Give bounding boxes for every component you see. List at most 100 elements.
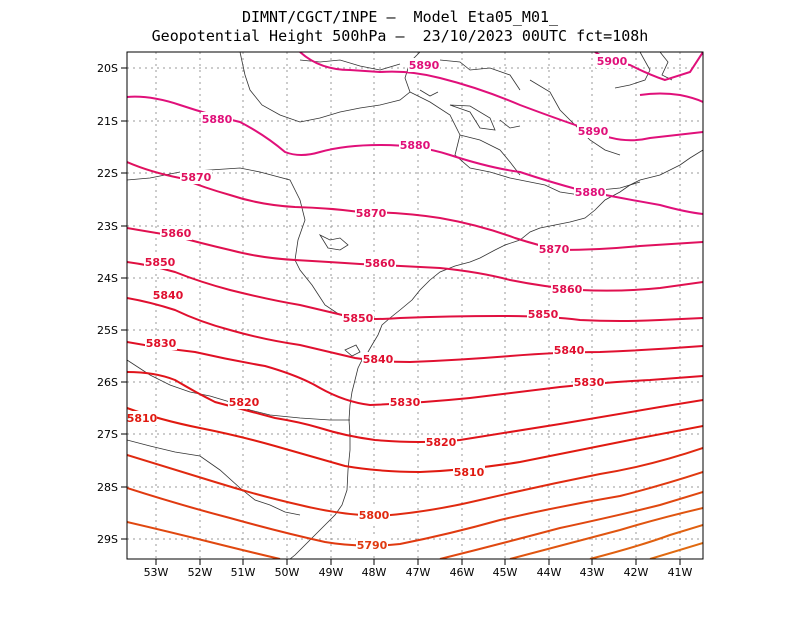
lon-label: 51W [231, 566, 256, 579]
contour-label-text: 5830 [390, 396, 421, 409]
lon-label: 52W [188, 566, 213, 579]
contour-label: 5810 [453, 465, 485, 479]
contour-label: 5900 [596, 54, 628, 68]
contour-label: 5840 [362, 352, 394, 366]
lon-label: 43W [580, 566, 605, 579]
contour-label: 5840 [152, 288, 184, 302]
map-title-line2: Geopotential Height 500hPa – 23/10/2023 … [151, 27, 649, 45]
lat-label: 20S [97, 62, 118, 75]
contour-label-text: 5880 [575, 186, 606, 199]
contour-label-text: 5880 [202, 113, 233, 126]
lat-label: 28S [97, 481, 118, 494]
contour-label-text: 5850 [528, 308, 559, 321]
contour-label-text: 5890 [578, 125, 609, 138]
map-title-line1: DIMNT/CGCT/INPE – Model Eta05_M01_ [241, 8, 559, 26]
contour-label-text: 5890 [409, 59, 440, 72]
contour-label: 5860 [551, 282, 583, 296]
contour-label: 5820 [425, 435, 457, 449]
lat-label: 27S [97, 428, 118, 441]
lon-label: 46W [450, 566, 475, 579]
contour-label-text: 5790 [357, 539, 388, 552]
contour-label: 5840 [553, 343, 585, 357]
lat-label: 26S [97, 376, 118, 389]
contour-label: 5810 [127, 411, 158, 425]
contour-label: 5870 [180, 170, 212, 184]
contour-label: 5850 [527, 307, 559, 321]
map-frame [126, 51, 704, 560]
contour-label: 5830 [573, 375, 605, 389]
lat-label: 24S [97, 272, 118, 285]
contour-5890b [639, 92, 703, 103]
contour-label-text: 5830 [574, 376, 605, 389]
contour-label: 5790 [356, 538, 388, 552]
contour-label-text: 5860 [365, 257, 396, 270]
contour-label: 5820 [228, 395, 260, 409]
longitude-labels: 53W 52W 51W 50W 49W 48W 47W 46W 45W 44W … [144, 566, 693, 579]
contour-labels: 5900 5890 5890 5880 5880 5880 5870 5870 … [127, 54, 628, 552]
contour-label-text: 5850 [343, 312, 374, 325]
graticule [127, 52, 703, 559]
contour-label-text: 5870 [356, 207, 387, 220]
lon-label: 48W [362, 566, 387, 579]
contour-label: 5880 [574, 185, 606, 199]
contour-label-text: 5810 [127, 412, 158, 425]
contour-5810 [127, 407, 703, 474]
contour-label: 5880 [201, 112, 233, 126]
contour-5830 [127, 341, 703, 407]
contour-label-text: 5850 [145, 256, 176, 269]
contour-label-text: 5840 [554, 344, 585, 357]
lon-label: 42W [624, 566, 649, 579]
contour-5770 [509, 507, 703, 559]
contour-5750 [649, 542, 703, 559]
contour-5820 [127, 371, 703, 443]
lon-label: 45W [493, 566, 518, 579]
lon-label: 41W [668, 566, 693, 579]
tick-marks [121, 67, 681, 565]
contour-5890 [299, 52, 703, 142]
contour-label-text: 5840 [363, 353, 394, 366]
lon-label: 53W [144, 566, 169, 579]
contour-label-text: 5860 [161, 227, 192, 240]
contour-label-text: 5860 [552, 283, 583, 296]
height-contours [127, 52, 703, 559]
contour-5860 [127, 227, 703, 292]
contour-label-text: 5840 [153, 289, 184, 302]
contour-label-text: 5870 [181, 171, 212, 184]
contour-label-text: 5820 [426, 436, 457, 449]
contour-label-text: 5820 [229, 396, 260, 409]
contour-label: 5850 [144, 255, 176, 269]
contour-label: 5870 [355, 206, 387, 220]
lat-label: 29S [97, 533, 118, 546]
contour-label-text: 5810 [454, 466, 485, 479]
lon-label: 47W [406, 566, 431, 579]
lat-label: 25S [97, 324, 118, 337]
lon-label: 44W [537, 566, 562, 579]
lon-label: 49W [319, 566, 344, 579]
contour-label: 5890 [408, 58, 440, 72]
contour-label: 5870 [538, 242, 570, 256]
contour-label: 5830 [145, 336, 177, 350]
lat-label: 22S [97, 167, 118, 180]
contour-label: 5800 [358, 508, 390, 522]
lat-label: 23S [97, 220, 118, 233]
contour-5780 [127, 491, 703, 559]
contour-label: 5890 [577, 124, 609, 138]
contour-label: 5830 [389, 395, 421, 409]
contour-5870 [127, 161, 703, 252]
coastline [127, 52, 703, 559]
contour-label: 5880 [399, 138, 431, 152]
contour-label: 5850 [342, 311, 374, 325]
contour-label: 5860 [364, 256, 396, 270]
contour-label-text: 5880 [400, 139, 431, 152]
latitude-labels: 20S 21S 22S 23S 24S 25S 26S 27S 28S 29S [97, 62, 118, 546]
contour-5790 [127, 471, 703, 547]
contour-label: 5860 [160, 226, 192, 240]
contour-label-text: 5900 [597, 55, 628, 68]
contour-5800 [127, 447, 703, 518]
lat-label: 21S [97, 115, 118, 128]
contour-label-text: 5830 [146, 337, 177, 350]
contour-label-text: 5870 [539, 243, 570, 256]
contour-label-text: 5800 [359, 509, 390, 522]
contour-5760 [589, 524, 703, 559]
